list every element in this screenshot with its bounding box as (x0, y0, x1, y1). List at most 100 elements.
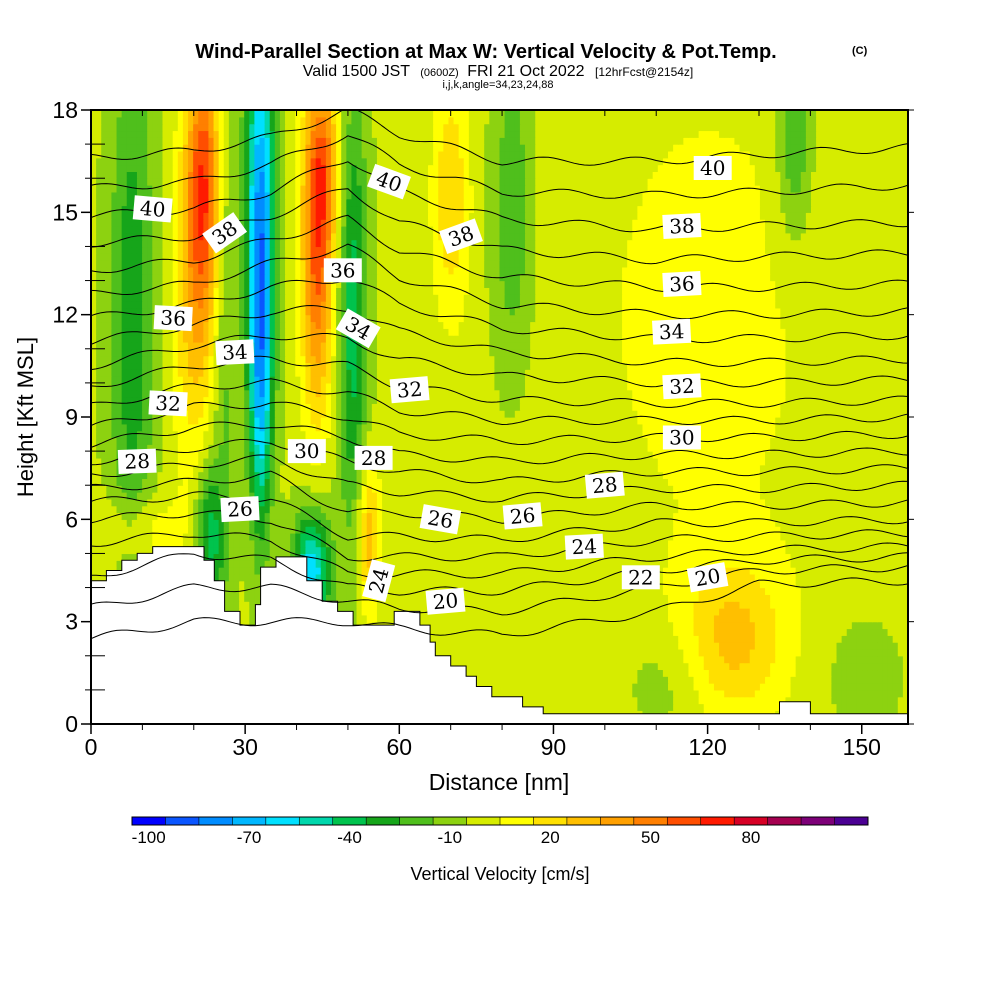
velocity-cell (188, 526, 194, 534)
velocity-cell (473, 546, 480, 555)
velocity-cell (346, 532, 353, 541)
velocity-cell (902, 608, 908, 616)
velocity-cell (601, 580, 608, 589)
velocity-cell (780, 621, 787, 630)
velocity-cell (565, 601, 572, 609)
velocity-cell (591, 580, 598, 589)
velocity-cell (116, 505, 123, 514)
velocity-cell (632, 628, 638, 636)
velocity-cell (662, 689, 669, 698)
velocity-cell (846, 601, 853, 609)
velocity-cell (821, 519, 827, 527)
velocity-cell (862, 594, 868, 602)
velocity-cell (489, 662, 495, 671)
velocity-cell (816, 689, 822, 698)
velocity-cell (775, 608, 781, 616)
velocity-cell (499, 676, 506, 684)
velocity-cell (560, 587, 567, 595)
velocity-cell (765, 696, 771, 705)
velocity-cell (862, 669, 868, 677)
velocity-cell (504, 573, 511, 582)
velocity-cell (264, 553, 271, 561)
velocity-cell (468, 614, 475, 623)
velocity-cell (91, 546, 97, 555)
velocity-cell (795, 642, 802, 650)
velocity-cell (494, 648, 501, 657)
velocity-cell (739, 703, 746, 711)
velocity-cell (877, 608, 884, 616)
velocity-cell (142, 519, 148, 527)
velocity-cell (872, 662, 878, 671)
velocity-cell (468, 628, 475, 636)
velocity-cell (897, 587, 904, 595)
velocity-cell (765, 614, 771, 623)
velocity-cell (310, 573, 317, 582)
velocity-cell (555, 683, 562, 691)
velocity-cell (91, 532, 97, 541)
velocity-cell (795, 608, 802, 616)
velocity-cell (856, 587, 863, 595)
velocity-cell (550, 553, 557, 561)
velocity-cell (826, 676, 833, 684)
velocity-cell (765, 669, 771, 677)
velocity-cell (673, 560, 679, 568)
velocity-cell (657, 621, 664, 630)
velocity-cell (351, 573, 358, 582)
velocity-cell (759, 573, 766, 582)
velocity-cell (754, 662, 761, 671)
velocity-cell (693, 553, 700, 561)
velocity-cell (453, 532, 460, 541)
velocity-cell (632, 669, 638, 677)
velocity-cell (877, 696, 884, 705)
velocity-cell (387, 587, 393, 595)
velocity-cell (126, 526, 133, 534)
velocity-cell (892, 532, 899, 541)
velocity-cell (550, 580, 557, 589)
velocity-cell (468, 580, 475, 589)
velocity-cell (729, 608, 735, 616)
velocity-cell (392, 519, 398, 527)
velocity-cell (744, 676, 751, 684)
velocity-cell (525, 655, 531, 664)
velocity-cell (535, 689, 541, 698)
velocity-cell (637, 553, 644, 561)
velocity-cell (351, 594, 358, 602)
velocity-cell (678, 669, 684, 677)
velocity-cell (739, 683, 746, 691)
velocity-cell (719, 512, 725, 520)
velocity-cell (279, 546, 286, 555)
velocity-cell (856, 608, 863, 616)
velocity-cell (739, 594, 746, 602)
velocity-cell (872, 642, 878, 650)
velocity-cell (657, 703, 664, 711)
velocity-cell (627, 635, 633, 643)
velocity-cell (468, 546, 475, 555)
velocity-cell (300, 539, 307, 548)
velocity-cell (264, 539, 271, 548)
velocity-cell (356, 526, 363, 534)
velocity-cell (611, 594, 618, 602)
velocity-cell (836, 676, 843, 684)
velocity-cell (535, 676, 541, 684)
velocity-cell (545, 696, 552, 705)
velocity-cell (479, 621, 485, 630)
velocity-cell (111, 546, 118, 555)
velocity-cell (325, 560, 332, 568)
velocity-cell (601, 703, 608, 711)
velocity-cell (810, 553, 817, 561)
velocity-cell (902, 587, 908, 595)
velocity-cell (872, 683, 878, 691)
velocity-cell (749, 676, 756, 684)
velocity-cell (657, 587, 664, 595)
velocity-cell (729, 512, 735, 520)
velocity-cell (627, 587, 633, 595)
velocity-cell (601, 587, 608, 595)
velocity-cell (872, 546, 878, 555)
velocity-cell (509, 669, 516, 677)
velocity-cell (591, 594, 598, 602)
velocity-cell (887, 608, 894, 616)
velocity-cell (841, 532, 848, 541)
velocity-cell (172, 512, 179, 520)
velocity-cell (325, 580, 332, 589)
velocity-cell (152, 519, 158, 527)
